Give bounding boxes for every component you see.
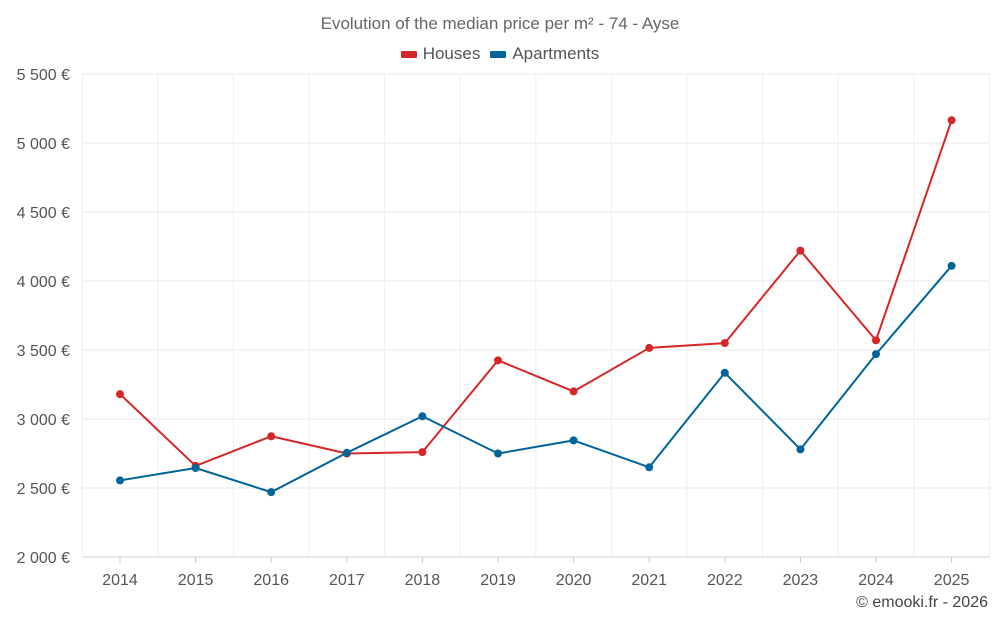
y-tick-label: 3 000 €: [17, 412, 70, 429]
data-point-apartments: [418, 412, 427, 421]
legend-swatch-apartments: [490, 50, 507, 58]
data-point-apartments: [342, 448, 351, 457]
x-tick-label: 2021: [631, 572, 667, 589]
data-point-houses: [418, 448, 427, 457]
data-point-houses: [720, 339, 729, 348]
chart-legend: Houses Apartments: [0, 44, 1000, 64]
data-point-houses: [645, 343, 654, 352]
y-tick-label: 3 500 €: [17, 343, 70, 360]
y-tick-label: 5 500 €: [17, 67, 70, 84]
data-point-houses: [267, 432, 276, 441]
y-tick-label: 2 000 €: [17, 550, 70, 567]
data-point-houses: [947, 116, 956, 125]
data-point-apartments: [645, 463, 654, 472]
data-point-houses: [796, 246, 805, 255]
credit-text: © emooki.fr - 2026: [856, 594, 988, 611]
legend-item-apartments[interactable]: Apartments: [490, 44, 599, 64]
x-tick-label: 2019: [480, 572, 516, 589]
series-line-apartments: [119, 265, 953, 494]
x-tick-label: 2024: [858, 572, 894, 589]
x-tick-label: 2014: [102, 572, 138, 589]
chart-title: Evolution of the median price per m² - 7…: [320, 14, 680, 33]
legend-label-apartments: Apartments: [512, 44, 600, 63]
y-tick-label: 2 500 €: [17, 481, 70, 498]
y-tick-label: 4 000 €: [17, 274, 70, 291]
x-tick-label: 2020: [556, 572, 592, 589]
x-tick-label: 2016: [253, 572, 289, 589]
data-point-apartments: [947, 261, 956, 270]
series-line-houses: [119, 119, 953, 467]
data-point-apartments: [872, 350, 880, 359]
x-tick-label: 2017: [329, 572, 365, 589]
legend-swatch-houses: [400, 50, 417, 58]
x-tick-label: 2018: [405, 572, 441, 589]
data-point-apartments: [796, 445, 805, 454]
legend-label-houses: Houses: [422, 44, 481, 63]
data-point-apartments: [267, 488, 276, 497]
x-tick-label: 2023: [783, 572, 819, 589]
data-point-apartments: [116, 476, 124, 485]
x-tick-label: 2025: [934, 572, 970, 589]
x-tick-label: 2015: [178, 572, 214, 589]
gridlines: [81, 73, 990, 558]
legend-item-houses[interactable]: Houses: [400, 44, 481, 64]
data-point-apartments: [191, 463, 200, 472]
data-point-houses: [116, 390, 124, 399]
data-point-apartments: [569, 436, 578, 445]
x-tick-label: 2022: [707, 572, 743, 589]
data-point-houses: [872, 336, 880, 345]
y-tick-label: 4 500 €: [17, 205, 70, 222]
y-tick-label: 5 000 €: [17, 136, 70, 153]
data-point-apartments: [494, 449, 502, 458]
data-point-houses: [494, 356, 502, 365]
data-point-apartments: [720, 368, 729, 377]
data-point-houses: [569, 387, 578, 396]
